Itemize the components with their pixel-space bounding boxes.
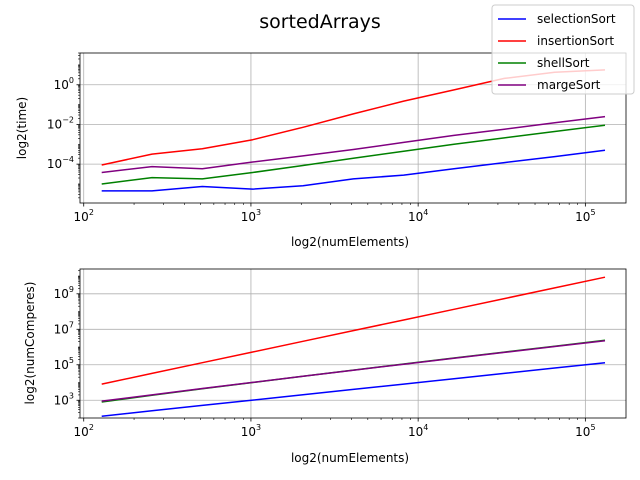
time-plot-frame: [79, 52, 627, 204]
time-y-tick-label: 100: [54, 76, 74, 92]
chart-title: sortedArrays: [259, 11, 381, 33]
time-x-tick-label: 103: [241, 208, 261, 224]
time-y-tick-label: 10−4: [47, 155, 74, 171]
compares-x-tick-label: 103: [241, 423, 261, 439]
legend-label-insertionSort: insertionSort: [537, 34, 614, 48]
legend-box: [491, 4, 635, 95]
compares-y-axis-label: log2(numComperes): [23, 282, 37, 405]
compares-x-tick-label: 105: [575, 423, 595, 439]
compares-x-ticks: 102 103 104 105: [74, 418, 596, 439]
compares-series-margeSort: [101, 339, 606, 402]
legend-label-shellSort: shellSort: [537, 56, 590, 70]
compares-y-tick-label: 109: [54, 285, 74, 301]
time-series-shellSort: [101, 124, 606, 185]
legend: selectionSort insertionSort shellSort marge…: [491, 4, 635, 95]
time-y-axis-label: log2(time): [15, 97, 29, 159]
compares-y-tick-label: 107: [54, 320, 74, 336]
time-x-tick-label: 102: [74, 208, 94, 224]
time-y-ticks: 10−4 10−2 100: [47, 52, 80, 199]
compares-series-lines: [101, 276, 606, 417]
compares-y-ticks: 103 105 107 109: [54, 270, 80, 419]
compares-x-tick-label: 104: [408, 423, 428, 439]
time-x-tick-label: 105: [575, 208, 595, 224]
time-y-tick-label: 10−2: [47, 115, 74, 131]
time-x-ticks: 102 103 104 105: [74, 203, 596, 224]
time-series-selectionSort: [101, 149, 606, 192]
legend-items: selectionSort insertionSort shellSort marge…: [498, 12, 616, 92]
compares-plot-frame: [79, 268, 627, 419]
compares-y-tick-label: 105: [54, 356, 74, 372]
compares-grid: [80, 269, 626, 418]
legend-label-margeSort: margeSort: [537, 78, 601, 92]
time-series-margeSort: [101, 115, 606, 174]
compares-x-tick-label: 102: [74, 423, 94, 439]
compares-series-insertionSort: [101, 276, 606, 385]
legend-label-selectionSort: selectionSort: [537, 12, 616, 26]
compares-y-tick-label: 103: [54, 391, 74, 407]
compares-x-axis-label: log2(numElements): [291, 451, 409, 465]
time-x-axis-label: log2(numElements): [291, 235, 409, 249]
compares-plot-area: [80, 269, 626, 418]
time-x-tick-label: 104: [408, 208, 428, 224]
compares-series-selectionSort: [101, 361, 606, 417]
